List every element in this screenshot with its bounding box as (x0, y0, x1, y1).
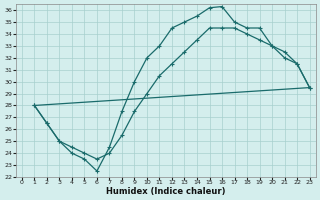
X-axis label: Humidex (Indice chaleur): Humidex (Indice chaleur) (106, 187, 226, 196)
